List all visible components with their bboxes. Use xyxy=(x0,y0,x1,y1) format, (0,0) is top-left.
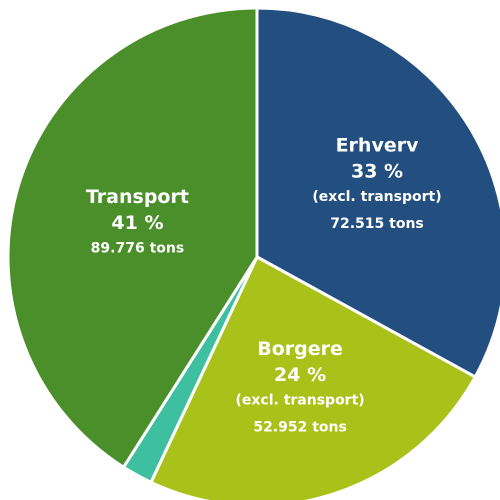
slice-percent: 41 % xyxy=(111,212,163,234)
slice-percent: 33 % xyxy=(351,161,403,183)
pie-slice xyxy=(148,254,478,500)
slice-detail: 72.515 tons xyxy=(330,216,424,232)
slice-detail: (excl. transport) xyxy=(235,393,364,409)
slice-detail: 89.776 tons xyxy=(91,240,185,256)
slice-detail: (excl. transport) xyxy=(312,189,441,205)
slice-name: Transport xyxy=(86,186,189,208)
pie-slice xyxy=(6,6,259,470)
slice-percent: 24 % xyxy=(274,364,326,386)
slice-detail: 52.952 tons xyxy=(253,420,347,436)
slice-name: Borgere xyxy=(257,338,343,360)
slice-name: Erhverv xyxy=(336,135,420,157)
